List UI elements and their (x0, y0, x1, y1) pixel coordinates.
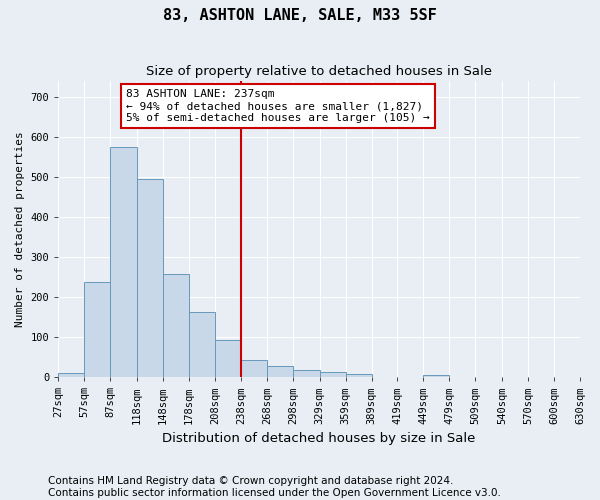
Text: 83, ASHTON LANE, SALE, M33 5SF: 83, ASHTON LANE, SALE, M33 5SF (163, 8, 437, 22)
Bar (320, 372, 346, 377)
Bar (293, 370, 320, 377)
Y-axis label: Number of detached properties: Number of detached properties (15, 131, 25, 326)
Bar (215, 340, 241, 377)
Bar (241, 360, 267, 377)
X-axis label: Distribution of detached houses by size in Sale: Distribution of detached houses by size … (163, 432, 476, 445)
Text: 83 ASHTON LANE: 237sqm
← 94% of detached houses are smaller (1,827)
5% of semi-d: 83 ASHTON LANE: 237sqm ← 94% of detached… (126, 90, 430, 122)
Bar (84, 282, 110, 377)
Bar (267, 366, 293, 377)
Bar (163, 274, 189, 377)
Bar (110, 148, 137, 377)
Title: Size of property relative to detached houses in Sale: Size of property relative to detached ho… (146, 65, 492, 78)
Bar (137, 178, 163, 377)
Bar (424, 375, 449, 377)
Bar (346, 374, 371, 377)
Text: Contains HM Land Registry data © Crown copyright and database right 2024.
Contai: Contains HM Land Registry data © Crown c… (48, 476, 501, 498)
Bar (189, 312, 215, 377)
Bar (58, 373, 84, 377)
